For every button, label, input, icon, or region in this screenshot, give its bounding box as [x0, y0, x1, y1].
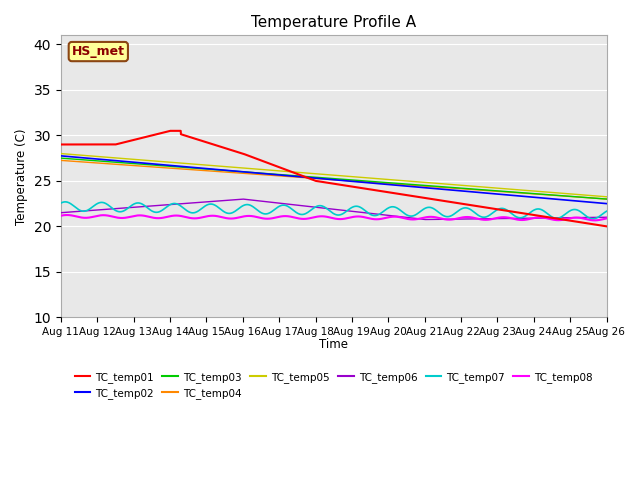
Title: Temperature Profile A: Temperature Profile A: [251, 15, 416, 30]
Y-axis label: Temperature (C): Temperature (C): [15, 128, 28, 225]
Legend: TC_temp01, TC_temp02, TC_temp03, TC_temp04, TC_temp05, TC_temp06, TC_temp07, TC_: TC_temp01, TC_temp02, TC_temp03, TC_temp…: [70, 368, 597, 403]
X-axis label: Time: Time: [319, 338, 348, 351]
Text: HS_met: HS_met: [72, 45, 125, 58]
